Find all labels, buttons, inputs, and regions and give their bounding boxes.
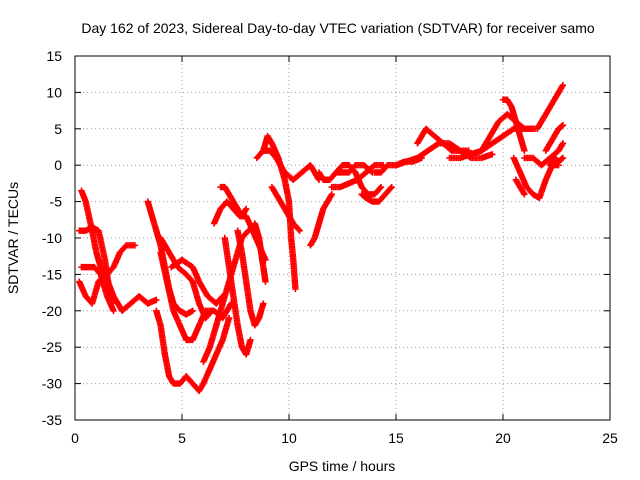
series-marker-19 <box>281 176 299 293</box>
y-tick-label: -15 <box>42 266 62 282</box>
x-tick-labels: 0 5 10 15 20 25 <box>71 430 618 446</box>
series-marker-16 <box>251 220 269 285</box>
y-tick-label: -25 <box>42 339 62 355</box>
series-marker-28 <box>414 125 472 154</box>
series-marker-34 <box>521 140 567 169</box>
series-marker-3 <box>76 223 115 307</box>
data-markers <box>76 81 567 395</box>
y-tick-label: -10 <box>42 230 62 246</box>
series-marker-25 <box>358 183 395 205</box>
y-tick-label: -5 <box>50 194 63 210</box>
x-tick-label: 10 <box>281 430 297 446</box>
y-tick-label: 15 <box>46 48 62 64</box>
chart-title: Day 162 of 2023, Sidereal Day-to-day VTE… <box>81 20 594 36</box>
y-tick-label: 5 <box>54 121 62 137</box>
x-tick-label: 20 <box>495 430 511 446</box>
series-marker-6 <box>153 307 190 387</box>
grid-lines <box>75 56 610 420</box>
x-axis-label: GPS time / hours <box>289 458 396 474</box>
series-marker-9 <box>183 314 233 395</box>
x-tick-label: 15 <box>388 430 404 446</box>
y-axis-label: SDTVAR / TECUs <box>5 182 21 294</box>
y-tick-label: 10 <box>46 84 62 100</box>
series-marker-33 <box>512 176 528 198</box>
x-tick-label: 5 <box>178 430 186 446</box>
y-tick-labels: 15 10 5 0 -5 -10 -15 -20 -25 -30 -35 <box>42 48 62 428</box>
x-tick-label: 25 <box>602 430 618 446</box>
series-marker-4 <box>78 263 117 314</box>
series-marker-35 <box>534 81 567 132</box>
y-tick-label: 0 <box>54 157 62 173</box>
series-marker-31 <box>499 96 528 154</box>
series-marker-8 <box>157 234 216 322</box>
series-marker-20 <box>268 183 303 234</box>
y-tick-label: -30 <box>42 376 62 392</box>
y-tick-label: -20 <box>42 303 62 319</box>
series-marker-18 <box>260 132 288 183</box>
series-marker-11 <box>168 256 226 307</box>
series-marker-24 <box>332 162 385 198</box>
y-tick-label: -35 <box>42 412 62 428</box>
series-marker-1 <box>76 271 160 314</box>
series-marker-37 <box>546 154 567 169</box>
axis-ticks <box>74 55 611 421</box>
series-marker-36 <box>542 121 567 154</box>
x-tick-label: 0 <box>71 430 79 446</box>
series-marker-15 <box>234 227 267 329</box>
series-marker-21 <box>307 191 335 249</box>
series-marker-7 <box>157 249 235 344</box>
series-marker-14 <box>221 234 254 358</box>
